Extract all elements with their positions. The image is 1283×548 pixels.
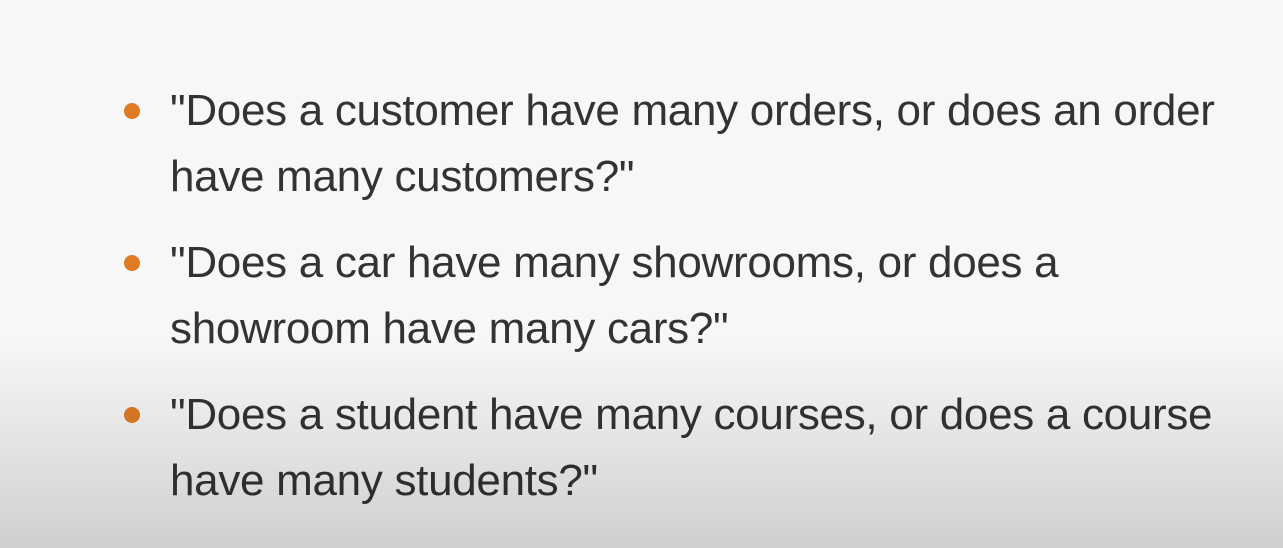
bullet-item-customer-orders: "Does a customer have many orders, or do…	[124, 78, 1230, 210]
bullet-item-car-showrooms: "Does a car have many showrooms, or does…	[124, 230, 1230, 362]
bullet-text: "Does a customer have many orders, or do…	[170, 86, 1215, 201]
bullet-dot-icon	[124, 407, 140, 423]
bullet-dot-icon	[124, 103, 140, 119]
bullet-text: "Does a car have many showrooms, or does…	[170, 238, 1059, 353]
bullet-item-student-courses: "Does a student have many courses, or do…	[124, 382, 1230, 514]
bullet-dot-icon	[124, 255, 140, 271]
bullet-list: "Does a customer have many orders, or do…	[124, 78, 1230, 534]
bullet-text: "Does a student have many courses, or do…	[170, 390, 1213, 505]
